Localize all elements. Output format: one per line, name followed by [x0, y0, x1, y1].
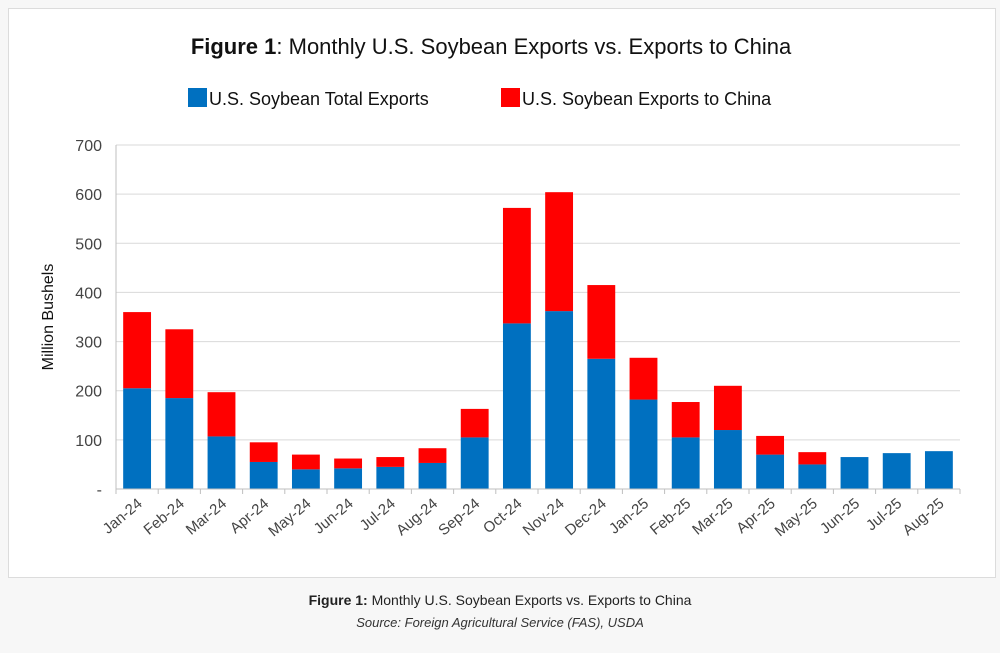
bar-china-exports: [756, 435, 785, 455]
bar-total-exports: [882, 453, 911, 489]
bar-total-exports: [629, 399, 658, 489]
y-tick-label: -: [97, 482, 102, 499]
x-tick-label: Oct-24: [480, 495, 525, 537]
bar-china-exports: [587, 285, 616, 359]
x-tick-label: Jul-24: [357, 495, 399, 534]
bars: [123, 192, 953, 489]
bar-china-exports: [545, 192, 574, 312]
bar-total-exports: [249, 461, 278, 489]
x-tick-label: Nov-24: [520, 495, 568, 539]
bar-china-exports: [460, 408, 489, 438]
caption-text: Monthly U.S. Soybean Exports vs. Exports…: [367, 592, 692, 608]
x-tick-label: Apr-25: [733, 495, 778, 537]
bar-china-exports: [376, 457, 405, 467]
chart-title: Figure 1: Monthly U.S. Soybean Exports v…: [191, 34, 792, 59]
y-tick-label: 200: [75, 384, 102, 401]
bar-total-exports: [587, 358, 616, 489]
bar-china-exports: [291, 454, 320, 470]
x-tick-label: Jan-24: [100, 495, 146, 538]
bar-total-exports: [207, 436, 236, 489]
bar-china-exports: [418, 448, 447, 463]
bar-total-exports: [376, 466, 405, 489]
bar-total-exports: [291, 469, 320, 489]
bar-china-exports: [207, 392, 236, 437]
legend: U.S. Soybean Total Exports U.S. Soybean …: [188, 88, 772, 109]
legend-swatch-china: [501, 88, 520, 107]
bar-total-exports: [334, 468, 363, 489]
grid: [116, 144, 960, 441]
y-tick-label: 400: [75, 285, 102, 302]
x-tick-label: May-25: [772, 495, 821, 540]
x-tick-label: Aug-25: [899, 495, 947, 539]
bar-total-exports: [418, 462, 447, 489]
bar-total-exports: [840, 457, 869, 489]
chart-title-rest: : Monthly U.S. Soybean Exports vs. Expor…: [276, 34, 792, 59]
x-tick-label: Aug-24: [393, 495, 441, 539]
x-tick-label: Jun-25: [817, 495, 863, 538]
bar-china-exports: [334, 458, 363, 469]
bar-total-exports: [713, 430, 742, 489]
bar-total-exports: [545, 311, 574, 489]
x-tick-label: Jul-25: [863, 495, 905, 534]
bar-total-exports: [460, 437, 489, 489]
x-tick-label: Feb-24: [141, 495, 188, 539]
bar-china-exports: [798, 452, 827, 465]
legend-label-total: U.S. Soybean Total Exports: [209, 89, 429, 109]
bar-total-exports: [165, 398, 194, 489]
source-note: Source: Foreign Agricultural Service (FA…: [356, 615, 644, 630]
chart-title-bold: Figure 1: [191, 34, 277, 59]
x-tick-label: Apr-24: [227, 495, 272, 537]
legend-swatch-total: [188, 88, 207, 107]
y-tick-label: 600: [75, 187, 102, 204]
y-tick-label: 500: [75, 236, 102, 253]
bar-total-exports: [798, 464, 827, 489]
x-tick-label: Mar-25: [689, 495, 736, 539]
x-tick-label: Sep-24: [435, 495, 483, 539]
legend-label-china: U.S. Soybean Exports to China: [522, 89, 772, 109]
figure-caption: Figure 1: Monthly U.S. Soybean Exports v…: [0, 592, 1000, 608]
y-axis-label: Million Bushels: [40, 264, 57, 371]
bar-total-exports: [123, 388, 152, 489]
x-tick-label: Dec-24: [562, 495, 610, 539]
figure-panel: Figure 1: Monthly U.S. Soybean Exports v…: [8, 8, 996, 578]
bar-china-exports: [629, 357, 658, 400]
y-tick-label: 100: [75, 433, 102, 450]
chart: Figure 1: Monthly U.S. Soybean Exports v…: [40, 34, 961, 540]
x-tick-label: May-24: [265, 495, 314, 540]
caption-label: Figure 1:: [308, 592, 368, 608]
bar-china-exports: [671, 402, 700, 438]
x-tick-label: Mar-24: [183, 495, 230, 539]
x-tick-label: Jun-24: [311, 495, 357, 538]
y-tick-label: 700: [75, 138, 102, 155]
bar-china-exports: [249, 442, 278, 462]
bar-total-exports: [502, 323, 531, 489]
bar-china-exports: [502, 207, 531, 324]
bar-total-exports: [756, 454, 785, 489]
bar-china-exports: [713, 385, 742, 431]
bar-china-exports: [165, 329, 194, 399]
bar-china-exports: [123, 312, 152, 389]
y-tick-label: 300: [75, 335, 102, 352]
x-tick-label: Jan-25: [606, 495, 652, 538]
bar-total-exports: [671, 437, 700, 489]
bar-total-exports: [924, 451, 953, 489]
x-tick-label: Feb-25: [647, 495, 694, 539]
